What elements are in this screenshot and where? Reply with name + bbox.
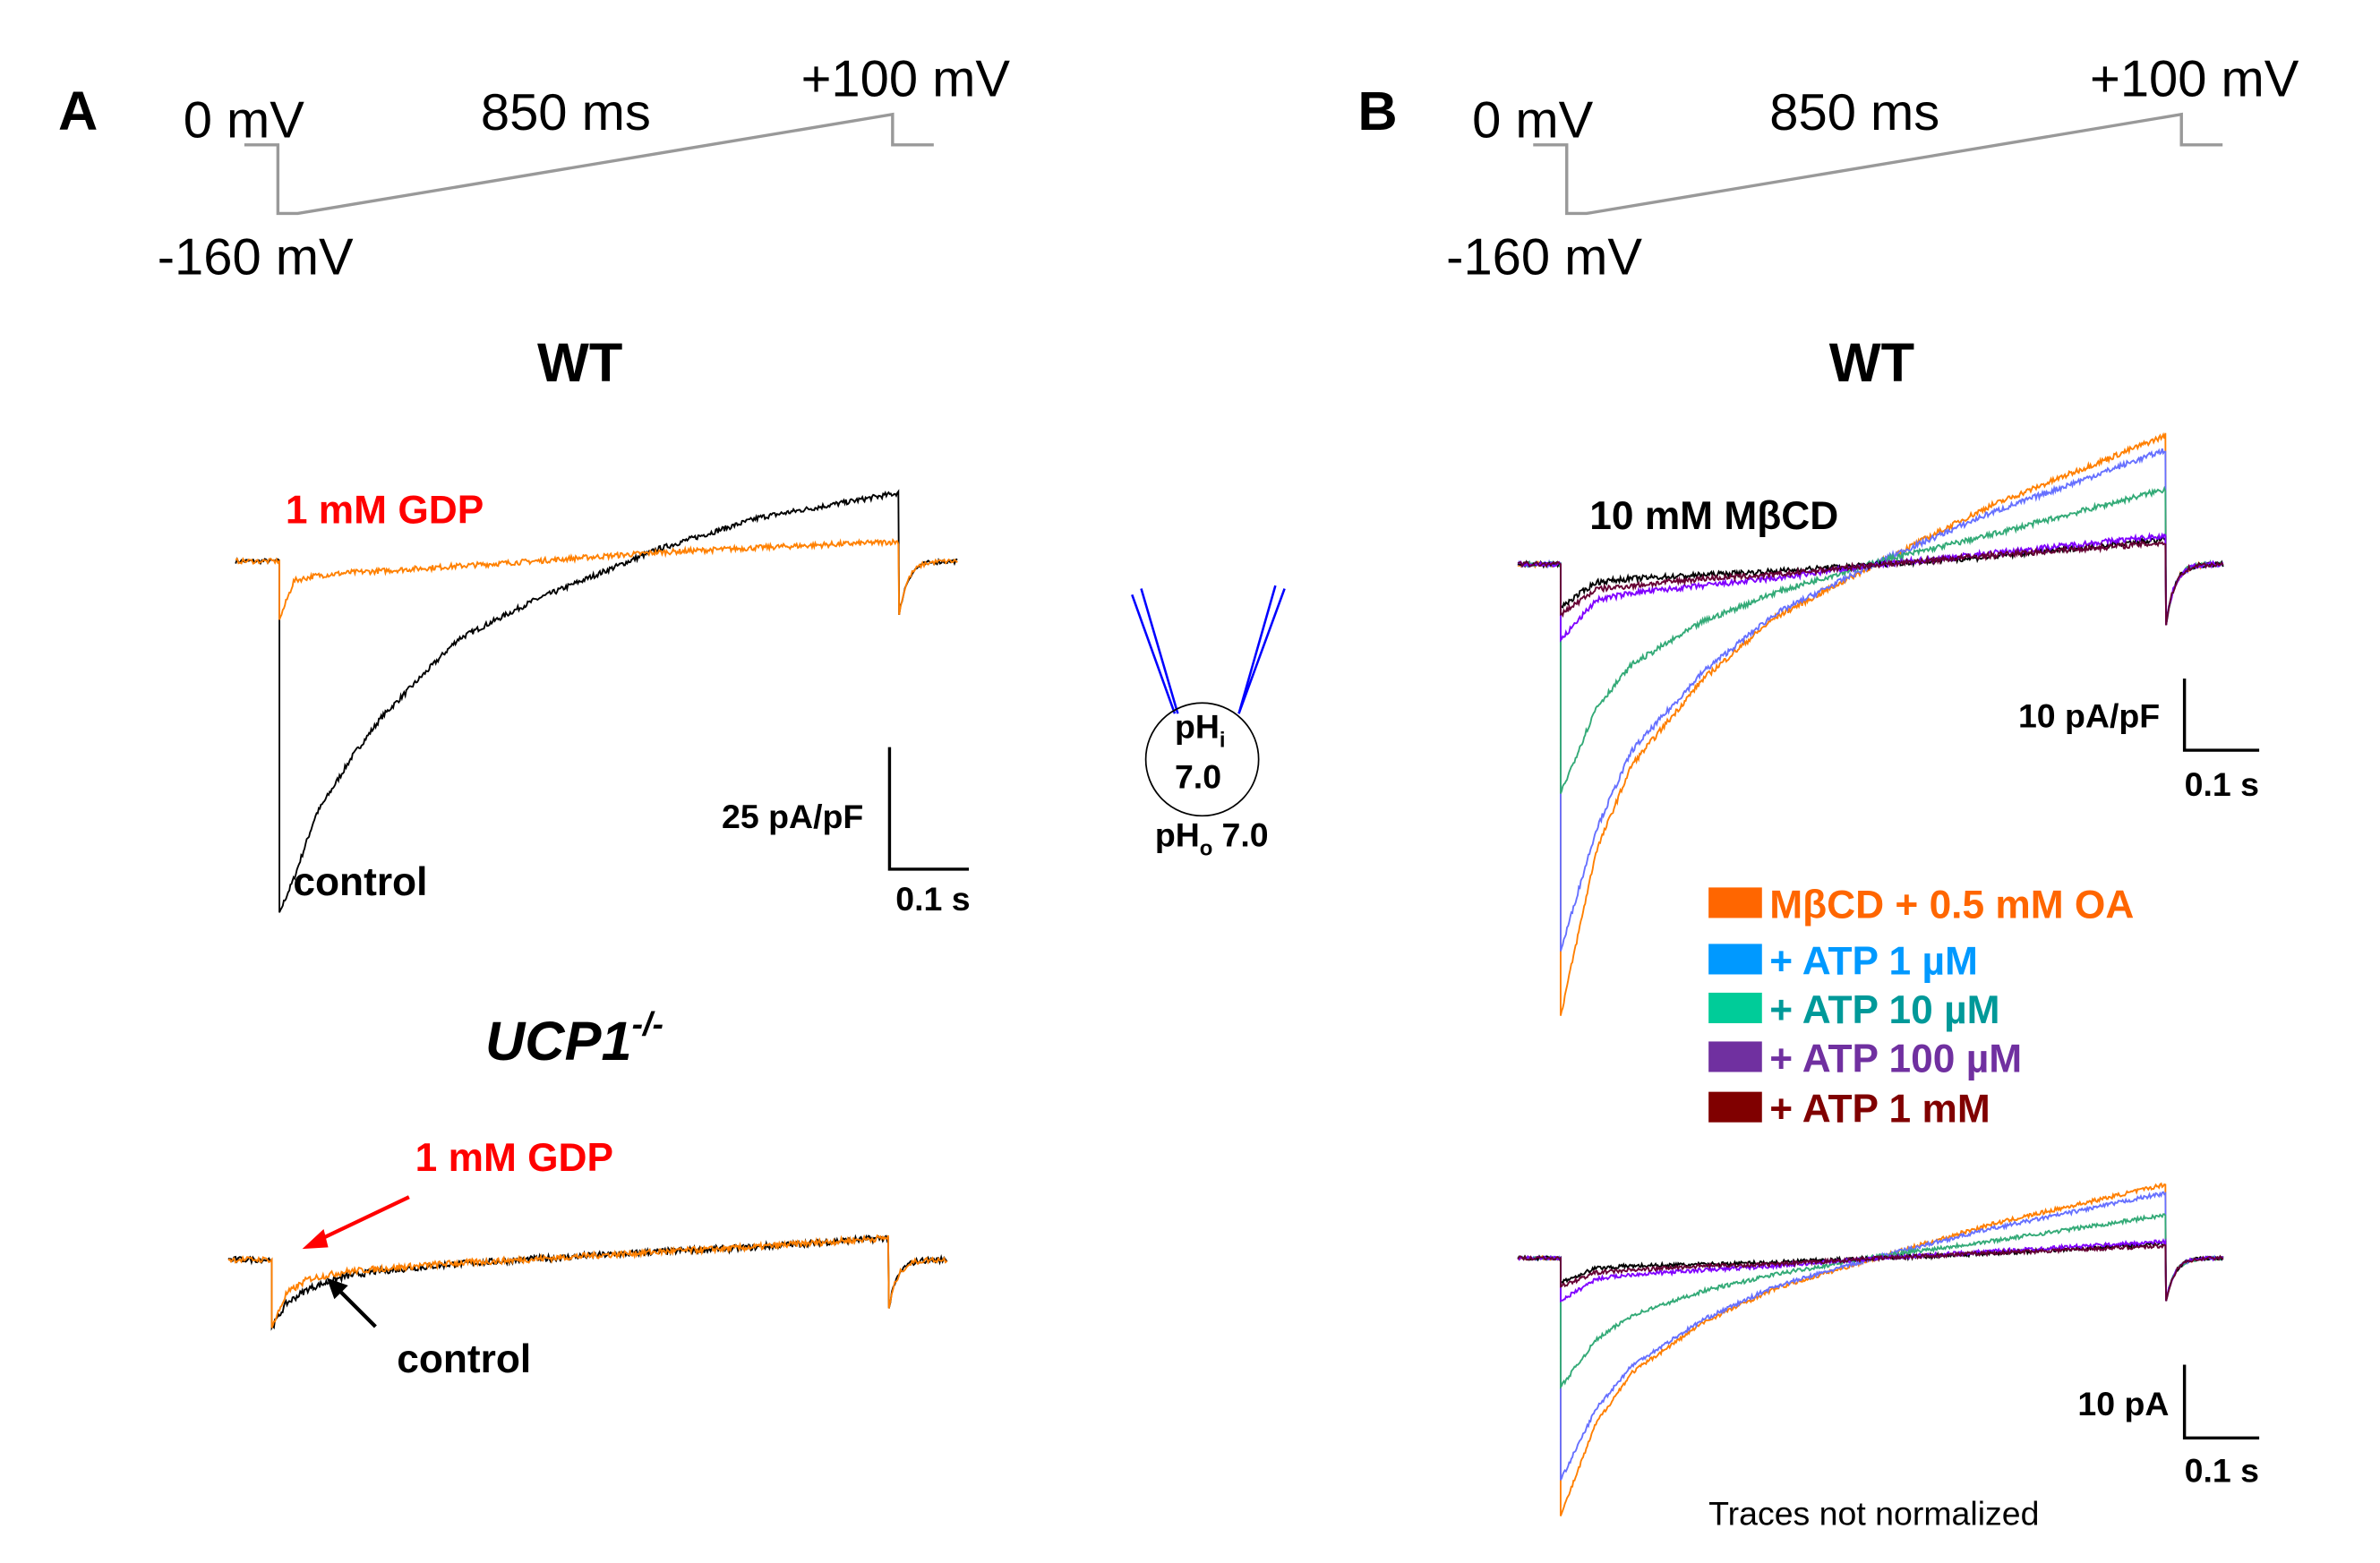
scale-bar-b-top: 10 pA/pF 0.1 s xyxy=(2018,679,2260,803)
scale-x-label: 0.1 s xyxy=(2185,1452,2259,1490)
scale-y-label: 25 pA/pF xyxy=(722,798,863,835)
scale-x-label: 0.1 s xyxy=(895,880,970,918)
protocol-end: +100 mV xyxy=(2090,50,2299,107)
panel-a-protocol: 0 mV 850 ms +100 mV -160 mV xyxy=(158,50,1011,286)
trace-1-mm-gdp xyxy=(227,1234,948,1328)
mbcd-label: 10 mM MβCD xyxy=(1589,494,1838,538)
scale-x-label: 0.1 s xyxy=(2185,765,2259,803)
trace--atp-1-mm xyxy=(1517,540,2224,626)
trace--atp-10-m xyxy=(1517,485,2223,794)
gdp-label: 1 mM GDP xyxy=(286,488,484,532)
protocol-duration: 850 ms xyxy=(481,84,651,141)
legend-swatch xyxy=(1708,944,1762,975)
scale-y-label: 10 pA/pF xyxy=(2018,697,2160,735)
ph-i-value: 7.0 xyxy=(1175,758,1221,796)
ko-control-label: control xyxy=(397,1337,531,1381)
ph-o-label: pHo 7.0 xyxy=(1155,816,1269,860)
legend-swatch xyxy=(1708,887,1762,918)
ko-gdp-label: 1 mM GDP xyxy=(415,1136,613,1180)
protocol-step: -160 mV xyxy=(158,229,354,286)
trace-control xyxy=(235,489,958,913)
protocol-hold: 0 mV xyxy=(1472,91,1594,149)
trace--atp-1-mm xyxy=(1517,1243,2224,1302)
trace-10-mm-m-cd xyxy=(1517,1240,2224,1302)
panel-b-bottom-traces xyxy=(1517,1182,2224,1516)
voltage-protocol-line xyxy=(1533,112,2223,216)
trace--atp-100-m xyxy=(1517,1237,2224,1302)
panel-b-top-traces xyxy=(1517,431,2224,1016)
ph-i-label: pHi xyxy=(1175,707,1226,752)
traces-note: Traces not normalized xyxy=(1708,1494,2039,1532)
trace--atp-100-m xyxy=(1517,532,2224,643)
panel-b-wt-title: WT xyxy=(1829,331,1914,393)
legend-label: + ATP 1 µM xyxy=(1769,939,1978,983)
cell-schematic: pHi 7.0 pHo 7.0 xyxy=(1131,585,1286,861)
legend-label: + ATP 1 mM xyxy=(1769,1088,1990,1132)
trace-10-mm-m-cd xyxy=(1517,534,2224,626)
protocol-end: +100 mV xyxy=(801,50,1011,107)
protocol-hold: 0 mV xyxy=(184,91,305,149)
protocol-duration: 850 ms xyxy=(1769,84,1939,141)
legend-label: MβCD + 0.5 mM OA xyxy=(1769,883,2134,927)
panel-a-ko-traces xyxy=(227,1234,948,1331)
legend-swatch xyxy=(1708,1041,1762,1072)
legend: MβCD + 0.5 mM OA + ATP 1 µM + ATP 10 µM + A… xyxy=(1708,883,2134,1132)
legend-label: + ATP 10 µM xyxy=(1769,988,1999,1032)
cell-circle xyxy=(1144,702,1260,817)
scale-bar-a: 25 pA/pF 0.1 s xyxy=(722,747,971,918)
black-arrow-icon xyxy=(326,1277,377,1328)
scale-bar-b-bottom: 10 pA 0.1 s xyxy=(2077,1364,2260,1490)
legend-swatch xyxy=(1708,992,1762,1023)
panel-b-protocol: 0 mV 850 ms +100 mV -160 mV xyxy=(1446,50,2299,286)
pipette-icon xyxy=(1131,585,1286,714)
trace--atp-1-m xyxy=(1518,1191,2224,1481)
panel-a-letter: A xyxy=(58,80,98,141)
trace-m-cd-0-5-mm-oa xyxy=(1518,1182,2223,1516)
control-label: control xyxy=(293,860,427,904)
panel-a-wt-traces xyxy=(235,489,958,913)
scale-y-label: 10 pA xyxy=(2077,1385,2169,1422)
legend-swatch xyxy=(1708,1091,1762,1123)
panel-a-wt-title: WT xyxy=(537,331,622,393)
legend-label: + ATP 100 µM xyxy=(1769,1038,2022,1081)
red-arrow-icon xyxy=(302,1195,410,1250)
trace-1-mm-gdp xyxy=(235,538,958,620)
panel-a-ko-title: UCP1-/- xyxy=(485,1005,663,1072)
panel-b-letter: B xyxy=(1357,80,1397,141)
voltage-protocol-line xyxy=(244,112,934,216)
trace--atp-10-m xyxy=(1517,1213,2224,1390)
protocol-step: -160 mV xyxy=(1446,229,1642,286)
